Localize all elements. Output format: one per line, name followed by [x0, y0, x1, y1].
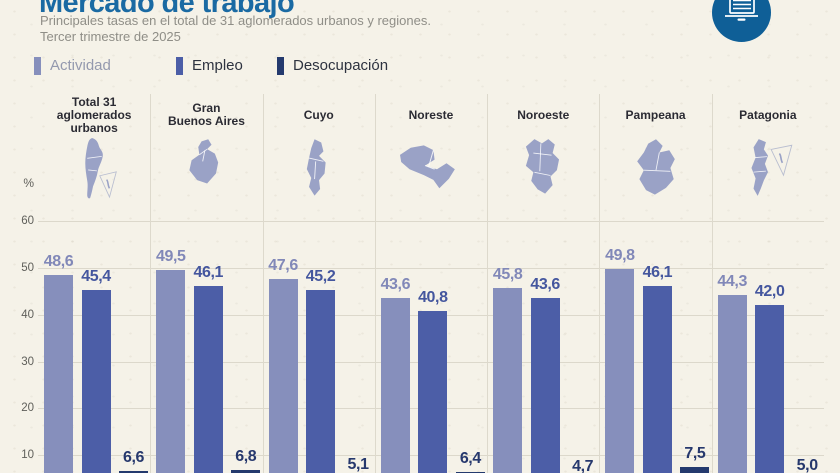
legend-swatch-icon	[34, 56, 41, 75]
category-header: Noreste	[408, 107, 454, 122]
category-map	[263, 134, 375, 202]
bar-actividad-7	[717, 294, 747, 473]
y-tick-label: 20	[21, 402, 34, 415]
category-header: Patagonia	[739, 107, 797, 122]
region-map-cuyo-icon	[306, 139, 326, 196]
bar-empleo-5	[530, 297, 560, 473]
category-header: Pampeana	[625, 107, 686, 122]
region-map-noreste-icon	[399, 145, 455, 189]
chart-period: Tercer trimestre de 2025	[40, 29, 181, 44]
bar-value-label: 5,1	[347, 456, 369, 473]
bar-actividad-6	[605, 268, 635, 473]
bar-actividad-5	[493, 287, 523, 473]
region-map-gba-icon	[189, 139, 219, 184]
legend-item-empleo: Empleo	[176, 56, 243, 75]
bar-value-label: 45,2	[305, 268, 336, 286]
category-header: Gran Buenos Aires	[167, 101, 245, 128]
bar-value-label: 6,6	[122, 449, 145, 467]
bar-value-label: 4,7	[572, 458, 594, 473]
column-divider	[487, 94, 489, 473]
gridline-50	[38, 268, 824, 269]
bar-value-label: 6,8	[235, 448, 257, 466]
y-tick-label: 10	[21, 449, 34, 462]
column-divider	[711, 94, 713, 473]
category-header: Total 31 aglomerados urbanos	[56, 94, 132, 135]
category-map	[150, 134, 262, 202]
bar-desocupación-2	[231, 470, 261, 473]
bar-actividad-2	[156, 270, 186, 473]
category-map	[712, 134, 824, 202]
column-divider	[262, 94, 264, 473]
legend-label: Actividad	[50, 57, 111, 74]
y-tick-label: 30	[21, 355, 34, 368]
column-divider	[374, 94, 376, 473]
bar-value-label: 40,8	[418, 289, 448, 307]
bar-desocupación-6	[680, 466, 710, 473]
category-map	[38, 134, 150, 202]
y-tick-label: 60	[21, 215, 34, 228]
bar-value-label: 7,5	[684, 444, 706, 462]
y-tick-label: 40	[21, 308, 34, 321]
bar-value-label: 43,6	[530, 275, 560, 293]
bar-value-label: 42,0	[754, 283, 785, 301]
bar-empleo-7	[755, 305, 785, 473]
column-divider	[150, 94, 152, 473]
legend-item-desocupación: Desocupación	[277, 56, 388, 75]
category-header: Noroeste	[517, 107, 570, 122]
bar-value-label: 6,4	[459, 450, 481, 468]
region-map-noroeste-icon	[526, 139, 560, 194]
bar-value-label: 49,5	[156, 248, 186, 266]
bar-value-label: 44,3	[717, 272, 747, 290]
bar-empleo-6	[642, 286, 672, 473]
bar-value-label: 46,1	[642, 264, 673, 282]
legend-label: Empleo	[192, 57, 243, 74]
category-map	[487, 134, 599, 202]
bar-empleo-4	[418, 311, 448, 473]
bar-value-label: 48,6	[43, 252, 74, 270]
legend-item-actividad: Actividad	[34, 56, 111, 75]
region-map-patagonia-icon	[751, 139, 793, 196]
chart-subtitle: Principales tasas en el total de 31 aglo…	[40, 13, 431, 28]
bar-value-label: 49,8	[605, 246, 635, 264]
bar-value-label: 43,6	[380, 275, 411, 293]
bar-desocupación-1	[119, 471, 148, 473]
page-title: Mercado de trabajo	[39, 0, 295, 19]
legend-label: Desocupación	[293, 57, 389, 74]
legend-swatch-icon	[277, 56, 284, 75]
category-map	[599, 134, 711, 202]
bar-actividad-3	[268, 279, 298, 473]
gridline-60	[38, 221, 824, 223]
bar-value-label: 45,4	[81, 267, 111, 285]
bar-value-label: 45,8	[492, 265, 523, 283]
category-header: Cuyo	[303, 107, 334, 122]
column-divider	[599, 94, 601, 473]
bar-value-label: 47,6	[268, 257, 298, 275]
bar-value-label: 46,1	[193, 264, 224, 282]
region-map-argentina-icon	[85, 137, 118, 199]
bar-empleo-1	[81, 289, 111, 473]
axis-unit-label: %	[23, 176, 34, 190]
category-map	[375, 134, 487, 202]
news-badge-icon	[712, 0, 771, 42]
legend-swatch-icon	[176, 56, 183, 75]
bar-actividad-1	[44, 274, 73, 473]
bar-value-label: 5,0	[796, 456, 818, 473]
region-map-pampeana-icon	[636, 139, 675, 195]
bar-actividad-4	[380, 297, 410, 473]
y-tick-label: 50	[21, 262, 34, 274]
bar-empleo-3	[306, 290, 336, 473]
bar-empleo-2	[193, 286, 223, 473]
